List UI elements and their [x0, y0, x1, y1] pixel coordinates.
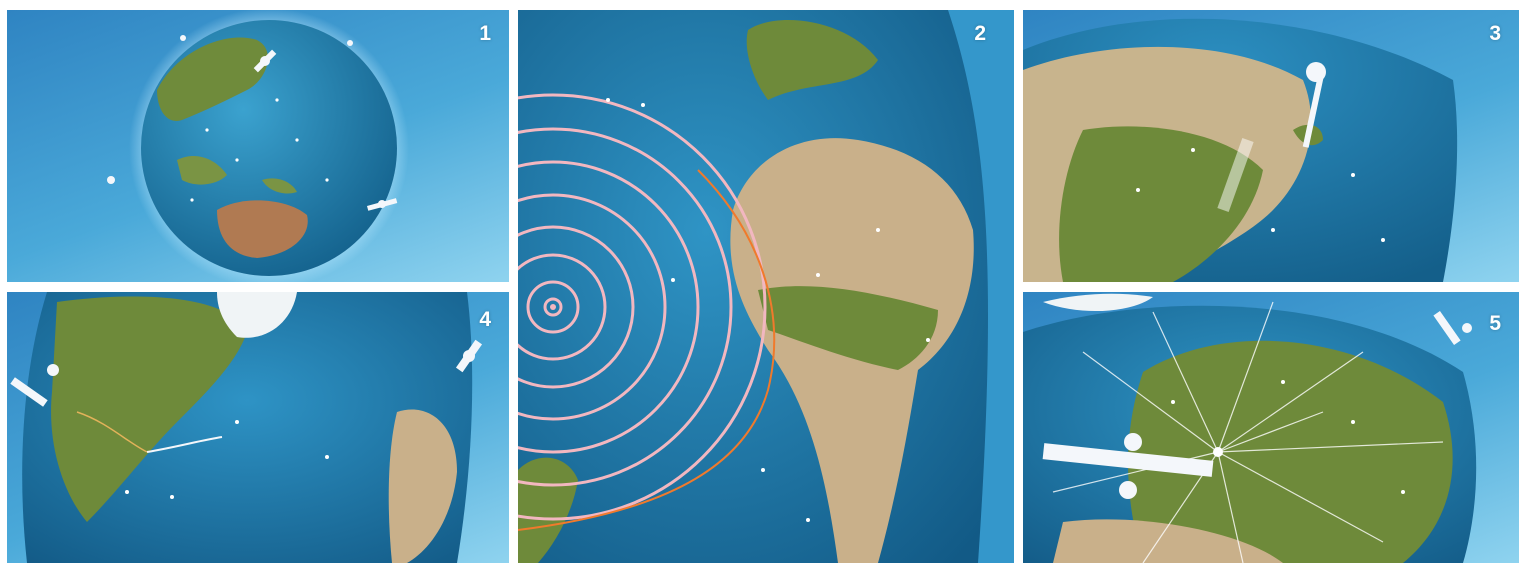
satellite-large — [1042, 433, 1214, 499]
satellite-2 — [366, 198, 398, 211]
satellite-beam — [1217, 137, 1254, 213]
indonesia-landmass — [177, 155, 227, 185]
globe-north-america-scene — [10, 292, 483, 563]
satellite-1 — [253, 49, 277, 73]
panel-number: 5 — [1489, 312, 1501, 335]
satellite-4 — [180, 35, 186, 41]
panel-2: 2 — [518, 10, 1014, 563]
africa-landmass — [388, 409, 457, 563]
globe-pacific-scene — [107, 10, 409, 282]
panel-number: 4 — [479, 308, 491, 331]
panel-4: 4 — [7, 292, 509, 563]
panel-1: 1 — [7, 10, 509, 282]
orange-arc — [518, 169, 776, 531]
north-africa-landmass — [1053, 519, 1283, 563]
asia-landmass — [157, 37, 268, 121]
greenland-ice — [217, 292, 297, 338]
signal-source — [550, 304, 556, 310]
new-guinea-landmass — [262, 178, 297, 194]
satellite-left — [10, 364, 59, 407]
africa-vegetation — [758, 286, 938, 370]
city-dots — [606, 98, 930, 522]
signal-rings — [518, 93, 767, 521]
route-line — [76, 411, 148, 453]
eurasia-landmass — [1128, 340, 1453, 563]
globe-africa-scene — [518, 10, 1014, 563]
city-dots — [190, 98, 329, 202]
europe-landmass — [746, 20, 878, 100]
north-america-landmass — [51, 296, 247, 522]
satellite-3 — [107, 176, 115, 184]
panel-5: 5 — [1023, 292, 1519, 563]
satellite-right — [455, 339, 483, 373]
globe-europe-scene — [1023, 293, 1477, 563]
panel-number: 2 — [974, 22, 986, 45]
satellite — [1302, 62, 1326, 148]
china-landmass — [1059, 126, 1263, 282]
link-arc — [146, 436, 223, 453]
satellite-small — [1433, 310, 1472, 346]
panel-number: 1 — [479, 22, 491, 45]
panel-3: 3 — [1023, 10, 1519, 282]
australia-landmass — [217, 200, 308, 258]
globe-asia-scene — [1023, 18, 1458, 282]
city-dots — [1171, 380, 1405, 494]
satellite-5 — [347, 40, 353, 46]
city-dots — [1136, 148, 1385, 242]
city-dots — [125, 420, 329, 499]
ice-cap — [1043, 293, 1153, 312]
panel-number: 3 — [1489, 22, 1501, 45]
broadcast-center — [1213, 447, 1223, 457]
